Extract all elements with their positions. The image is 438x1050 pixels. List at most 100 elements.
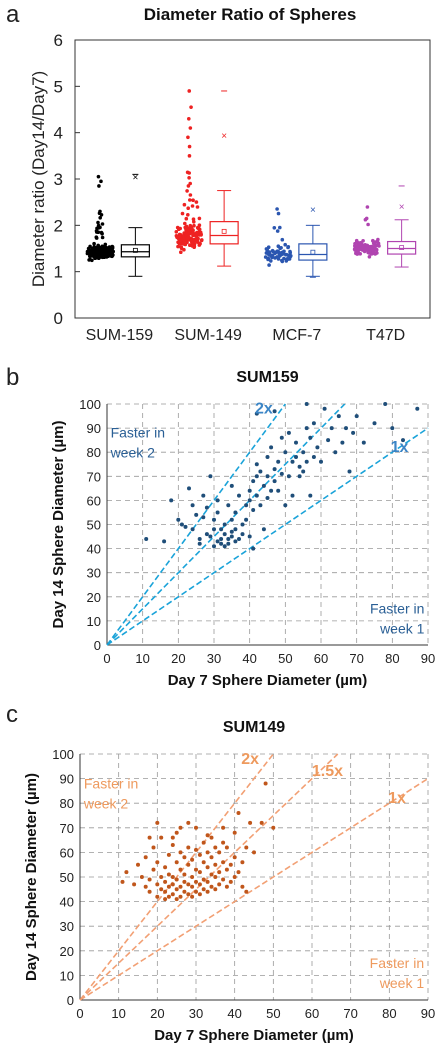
data-point xyxy=(190,884,195,889)
annotation-text: week 1 xyxy=(379,975,425,991)
data-point xyxy=(229,529,234,534)
data-point xyxy=(155,820,160,825)
data-point xyxy=(219,527,224,532)
data-point xyxy=(304,459,309,464)
x-tick-label: MCF-7 xyxy=(272,327,321,344)
reference-line xyxy=(106,427,429,646)
data-point xyxy=(233,539,238,544)
data-point xyxy=(283,450,288,455)
data-point xyxy=(182,855,187,860)
data-point xyxy=(174,897,179,902)
mean-marker xyxy=(221,228,227,234)
data-point xyxy=(271,825,276,830)
data-point xyxy=(233,510,238,515)
data-point xyxy=(186,882,191,887)
data-point xyxy=(176,517,181,522)
annotation-text: Faster in xyxy=(111,425,165,441)
data-point xyxy=(183,221,187,226)
data-point xyxy=(390,426,395,431)
data-point xyxy=(197,870,202,875)
data-point xyxy=(186,862,191,867)
data-point xyxy=(96,220,100,225)
data-point xyxy=(190,875,195,879)
x-tick-label: 0 xyxy=(76,1006,83,1021)
reference-line-label: 1x xyxy=(388,790,406,807)
data-point xyxy=(201,840,206,845)
data-point xyxy=(181,242,186,246)
data-point xyxy=(151,867,156,872)
data-point xyxy=(240,522,245,527)
data-point xyxy=(276,459,281,464)
data-point xyxy=(244,517,249,522)
data-point xyxy=(186,213,190,217)
data-point xyxy=(105,248,109,252)
data-point xyxy=(269,259,273,263)
data-point xyxy=(178,850,183,855)
data-point xyxy=(367,254,372,259)
y-tick-label: 100 xyxy=(52,747,74,762)
data-point xyxy=(366,222,370,227)
reference-line-label: 2x xyxy=(255,401,273,418)
data-point xyxy=(195,205,200,209)
data-point xyxy=(190,241,194,246)
data-point xyxy=(290,459,295,464)
data-point xyxy=(261,527,266,532)
data-point xyxy=(222,544,227,549)
data-point xyxy=(97,184,101,188)
reference-line xyxy=(79,753,274,1001)
data-point xyxy=(269,445,274,450)
data-point xyxy=(364,248,369,252)
data-point xyxy=(333,450,338,455)
data-point xyxy=(247,534,252,539)
data-point xyxy=(191,217,196,221)
data-point xyxy=(186,820,191,825)
data-point xyxy=(373,251,378,256)
annotation-text: Faster in xyxy=(370,601,424,617)
data-point xyxy=(184,224,189,229)
data-point xyxy=(187,231,192,235)
data-point xyxy=(169,498,174,503)
data-point xyxy=(279,435,284,440)
data-point xyxy=(208,474,213,479)
data-point xyxy=(139,875,144,879)
data-point xyxy=(212,517,216,522)
data-point xyxy=(217,870,222,875)
data-point xyxy=(100,222,105,226)
data-point xyxy=(268,253,273,258)
data-point xyxy=(144,537,149,541)
data-point xyxy=(151,845,156,850)
data-point xyxy=(290,493,295,498)
reference-line xyxy=(106,403,286,646)
data-point xyxy=(175,225,180,230)
mean-marker xyxy=(132,247,138,253)
data-point xyxy=(170,892,175,897)
reference-line-label: 1.5x xyxy=(312,763,343,780)
data-point xyxy=(176,244,180,249)
data-point xyxy=(251,479,256,484)
panel-label-a: a xyxy=(6,1,20,28)
data-point xyxy=(229,517,234,522)
data-point xyxy=(192,223,196,228)
data-point xyxy=(354,238,359,243)
data-point xyxy=(254,474,259,479)
data-point xyxy=(266,257,270,262)
x-tick-label: 40 xyxy=(242,651,256,666)
outlier-marker: × xyxy=(221,131,227,142)
data-point xyxy=(358,252,363,256)
data-point xyxy=(178,894,183,899)
data-point xyxy=(315,445,320,450)
data-point xyxy=(100,235,105,240)
data-point xyxy=(219,541,224,546)
data-point xyxy=(201,877,206,882)
x-tick-label: 20 xyxy=(171,651,185,666)
y-tick-label: 10 xyxy=(60,968,74,983)
reference-line-label: 2x xyxy=(241,751,259,768)
data-point xyxy=(197,882,202,887)
data-point xyxy=(294,440,298,445)
data-point xyxy=(191,233,195,238)
data-point xyxy=(174,830,179,835)
data-point xyxy=(283,503,288,508)
x-tick-label: 60 xyxy=(305,1006,319,1021)
data-point xyxy=(217,850,222,855)
data-point xyxy=(259,820,264,825)
